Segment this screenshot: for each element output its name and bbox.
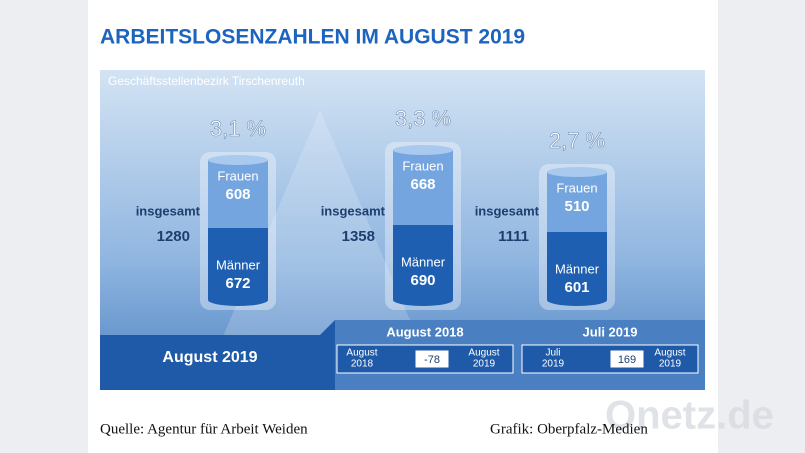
women-value: 510 xyxy=(564,198,589,215)
total-value: 1358 xyxy=(342,228,375,245)
rate: 3,1 % xyxy=(210,116,266,141)
to-period: 2019 xyxy=(473,359,496,370)
comparison-title: Juli 2019 xyxy=(583,324,638,339)
total-value: 1280 xyxy=(157,228,190,245)
change-box xyxy=(414,349,450,369)
women-label: Frauen xyxy=(556,180,597,195)
subtitle: Geschäftsstellenbezirk Tirschenreuth xyxy=(108,74,305,88)
total-value: 1111 xyxy=(498,228,529,245)
from-period: Juli xyxy=(545,348,560,359)
men-value: 690 xyxy=(410,272,435,289)
women-label: Frauen xyxy=(402,158,443,173)
women-label: Frauen xyxy=(217,168,258,183)
men-segment xyxy=(208,228,268,300)
column-bottom xyxy=(208,294,268,306)
men-segment xyxy=(393,225,453,300)
men-label: Männer xyxy=(555,261,600,276)
total-label: insgesamt xyxy=(136,203,201,218)
from-period: 2019 xyxy=(542,359,565,370)
change-value: 169 xyxy=(618,354,636,366)
men-label: Männer xyxy=(216,257,261,272)
credit: Grafik: Oberpfalz-Medien xyxy=(490,421,648,437)
women-value: 608 xyxy=(225,186,250,203)
to-period: 2019 xyxy=(659,359,682,370)
rate: 3,3 % xyxy=(395,106,451,131)
total-label: insgesamt xyxy=(321,203,386,218)
column-bottom xyxy=(547,294,607,306)
men-value: 672 xyxy=(225,275,250,292)
to-period: August xyxy=(654,348,685,359)
from-period: August xyxy=(346,348,377,359)
watermark: Onetz.de xyxy=(605,394,774,438)
women-segment xyxy=(547,172,607,232)
change-value: -78 xyxy=(424,354,440,366)
women-segment xyxy=(208,160,268,228)
current-band xyxy=(100,320,335,390)
title: ARBEITSLOSENZAHLEN IM AUGUST 2019 xyxy=(100,26,525,49)
men-segment xyxy=(547,232,607,300)
from-period: 2018 xyxy=(351,359,374,370)
women-segment xyxy=(393,150,453,225)
change-box xyxy=(609,349,645,369)
rate: 2,7 % xyxy=(549,128,605,153)
column-top xyxy=(547,167,607,177)
comparison-title: August 2018 xyxy=(386,324,463,339)
to-period: August xyxy=(468,348,499,359)
women-value: 668 xyxy=(410,176,435,193)
men-label: Männer xyxy=(401,254,446,269)
source: Quelle: Agentur für Arbeit Weiden xyxy=(100,421,308,437)
current-period: August 2019 xyxy=(162,349,257,366)
column-top xyxy=(393,145,453,155)
column-bottom xyxy=(393,294,453,306)
men-value: 601 xyxy=(564,279,589,296)
column-top xyxy=(208,155,268,165)
total-label: insgesamt xyxy=(475,203,540,218)
